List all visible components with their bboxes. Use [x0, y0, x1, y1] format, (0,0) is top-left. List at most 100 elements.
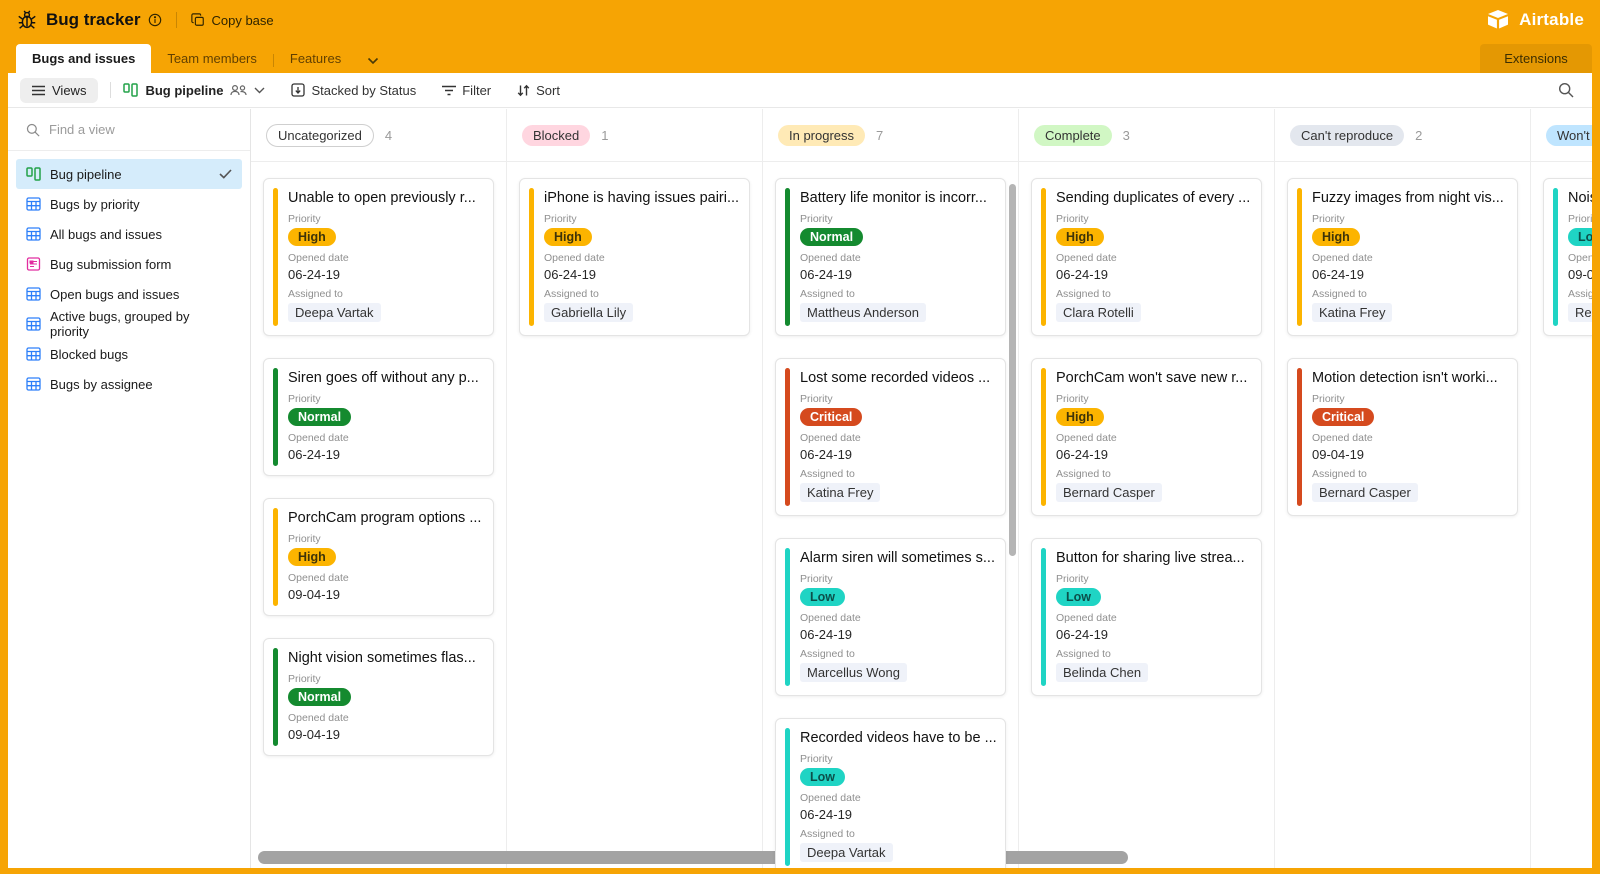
- kanban-card[interactable]: iPhone is having issues pairi... Priority…: [519, 178, 750, 336]
- priority-field-label: Priority: [1312, 393, 1345, 405]
- sidebar-item-label: Active bugs, grouped by priority: [50, 309, 190, 339]
- opened-date-field-label: Opened date: [288, 432, 349, 444]
- card-title: Nois: [1568, 190, 1592, 206]
- brand-name: Airtable: [1519, 10, 1584, 29]
- kanban-card[interactable]: Nois Priority Low Opened date 09-0 Assigned t…: [1543, 178, 1592, 336]
- views-button[interactable]: Views: [20, 77, 99, 103]
- opened-date-field-label: Opened date: [1056, 612, 1117, 624]
- assignee-chip: Marcellus Wong: [800, 663, 907, 682]
- priority-field-label: Priority: [288, 533, 321, 545]
- view-toolbar: Views Bug pipeline Stacked by Status: [8, 73, 1592, 108]
- assigned-to-field-label: Assigned to: [800, 648, 855, 660]
- kanban-card[interactable]: Night vision sometimes flas... Priority No…: [263, 638, 494, 756]
- opened-date-value: 09-04-19: [288, 727, 341, 742]
- copy-base-button[interactable]: Copy base: [191, 13, 274, 28]
- kanban-card[interactable]: Fuzzy images from night vis... Priority Hi…: [1287, 178, 1518, 336]
- sort-label: Sort: [536, 82, 560, 98]
- priority-pill: Critical: [1312, 408, 1375, 426]
- priority-color-bar: [1041, 188, 1046, 326]
- assigned-to-field-label: Assigned to: [1312, 288, 1367, 300]
- opened-date-field-label: Opened date: [800, 252, 861, 264]
- sidebar-item-bugs-by-assignee[interactable]: Bugs by assignee: [16, 369, 242, 399]
- card-title: Motion detection isn't worki...: [1312, 370, 1498, 386]
- opened-date-field-label: Opened date: [544, 252, 605, 264]
- search-icon[interactable]: [1558, 82, 1574, 98]
- priority-field-label: Priority: [1056, 393, 1089, 405]
- priority-color-bar: [273, 648, 278, 746]
- priority-field-label: Priority: [800, 753, 833, 765]
- tab-bugs-and-issues[interactable]: Bugs and issues: [16, 44, 152, 73]
- sidebar-item-bug-pipeline[interactable]: Bug pipeline: [16, 159, 242, 189]
- sidebar-item-bug-submission-form[interactable]: Bug submission form: [16, 249, 242, 279]
- tab-extensions[interactable]: Extensions: [1480, 44, 1592, 73]
- views-sidebar: Find a view Bug pipeline Bugs by priority…: [8, 109, 251, 868]
- kanban-column-complete: Complete 3 Sending duplicates of every ...…: [1019, 109, 1275, 868]
- kanban-column-can-t-reproduce: Can't reproduce 2 Fuzzy images from night …: [1275, 109, 1531, 868]
- priority-field-label: Priority: [1568, 213, 1592, 225]
- assignee-chip: Reub: [1568, 303, 1592, 322]
- card-title: Unable to open previously r...: [288, 190, 476, 206]
- priority-color-bar: [785, 728, 790, 866]
- priority-field-label: Priority: [1056, 213, 1089, 225]
- info-icon[interactable]: [148, 13, 162, 27]
- sidebar-item-label: Blocked bugs: [50, 346, 129, 362]
- column-card-count: 1: [601, 127, 609, 143]
- sidebar-item-open-bugs-and-issues[interactable]: Open bugs and issues: [16, 279, 242, 309]
- kanban-card[interactable]: Sending duplicates of every ... Priority H…: [1031, 178, 1262, 336]
- kanban-card[interactable]: Motion detection isn't worki... Priority C…: [1287, 358, 1518, 516]
- assignee-chip: Katina Frey: [800, 483, 881, 502]
- sidebar-item-all-bugs-and-issues[interactable]: All bugs and issues: [16, 219, 242, 249]
- kanban-card[interactable]: Alarm siren will sometimes s... Priority L…: [775, 538, 1006, 696]
- kanban-card[interactable]: Unable to open previously r... Priority Hi…: [263, 178, 494, 336]
- kanban-card[interactable]: Recorded videos have to be ... Priority Lo…: [775, 718, 1006, 868]
- kanban-card[interactable]: PorchCam won't save new r... Priority High…: [1031, 358, 1262, 516]
- card-title: Alarm siren will sometimes s...: [800, 550, 995, 566]
- column-header: Can't reproduce 2: [1275, 109, 1530, 162]
- card-title: PorchCam won't save new r...: [1056, 370, 1248, 386]
- assignee-chip: Belinda Chen: [1056, 663, 1149, 682]
- sidebar-item-label: Open bugs and issues: [50, 286, 180, 302]
- kanban-card[interactable]: PorchCam program options ... Priority High…: [263, 498, 494, 616]
- assignee-chip: Deepa Vartak: [288, 303, 381, 322]
- priority-color-bar: [1297, 368, 1302, 506]
- card-title: iPhone is having issues pairi...: [544, 190, 740, 206]
- current-view-button[interactable]: Bug pipeline: [123, 83, 265, 98]
- kanban-column-won-t-f: Won't f Nois Priority Low Opened date 09-0 Ass…: [1531, 109, 1592, 868]
- vertical-scrollbar[interactable]: [1009, 184, 1016, 556]
- tab-features[interactable]: Features: [289, 51, 342, 66]
- grid-icon: [26, 287, 41, 301]
- assignee-chip: Gabriella Lily: [544, 303, 634, 322]
- opened-date-field-label: Opened date: [800, 432, 861, 444]
- assigned-to-field-label: Assigned to: [1568, 288, 1592, 300]
- airtable-logo-icon: [1485, 9, 1511, 31]
- assigned-to-field-label: Assigned to: [1056, 288, 1111, 300]
- filter-button[interactable]: Filter: [442, 83, 491, 98]
- chevron-down-icon[interactable]: [367, 57, 379, 65]
- kanban-card[interactable]: Lost some recorded videos ... Priority Cri…: [775, 358, 1006, 516]
- sidebar-item-active-bugs-grouped-by-priority[interactable]: Active bugs, grouped by priority: [16, 309, 242, 339]
- kanban-card[interactable]: Battery life monitor is incorr... Priorit…: [775, 178, 1006, 336]
- opened-date-field-label: Opened date: [800, 612, 861, 624]
- column-status-pill: Won't f: [1546, 124, 1592, 146]
- bug-logo-icon: [16, 9, 38, 31]
- kanban-card[interactable]: Siren goes off without any p... Priority N…: [263, 358, 494, 476]
- check-icon: [219, 169, 232, 179]
- priority-pill: High: [544, 228, 592, 246]
- opened-date-value: 06-24-19: [800, 267, 853, 282]
- column-body: Sending duplicates of every ... Priority H…: [1019, 162, 1274, 868]
- find-a-view-input[interactable]: Find a view: [8, 109, 250, 151]
- tab-team-members[interactable]: Team members: [167, 51, 257, 66]
- sidebar-item-bugs-by-priority[interactable]: Bugs by priority: [16, 189, 242, 219]
- current-view-name: Bug pipeline: [145, 82, 224, 98]
- opened-date-field-label: Opened date: [1568, 252, 1592, 264]
- kanban-card[interactable]: Button for sharing live strea... Priority…: [1031, 538, 1262, 696]
- assigned-to-field-label: Assigned to: [800, 288, 855, 300]
- sidebar-item-blocked-bugs[interactable]: Blocked bugs: [16, 339, 242, 369]
- assigned-to-field-label: Assigned to: [544, 288, 599, 300]
- sort-button[interactable]: Sort: [517, 83, 560, 98]
- card-title: Button for sharing live strea...: [1056, 550, 1245, 566]
- assigned-to-field-label: Assigned to: [800, 828, 855, 840]
- column-body: iPhone is having issues pairi... Priority…: [507, 162, 762, 868]
- stacked-by-button[interactable]: Stacked by Status: [291, 83, 416, 98]
- card-title: Recorded videos have to be ...: [800, 730, 997, 746]
